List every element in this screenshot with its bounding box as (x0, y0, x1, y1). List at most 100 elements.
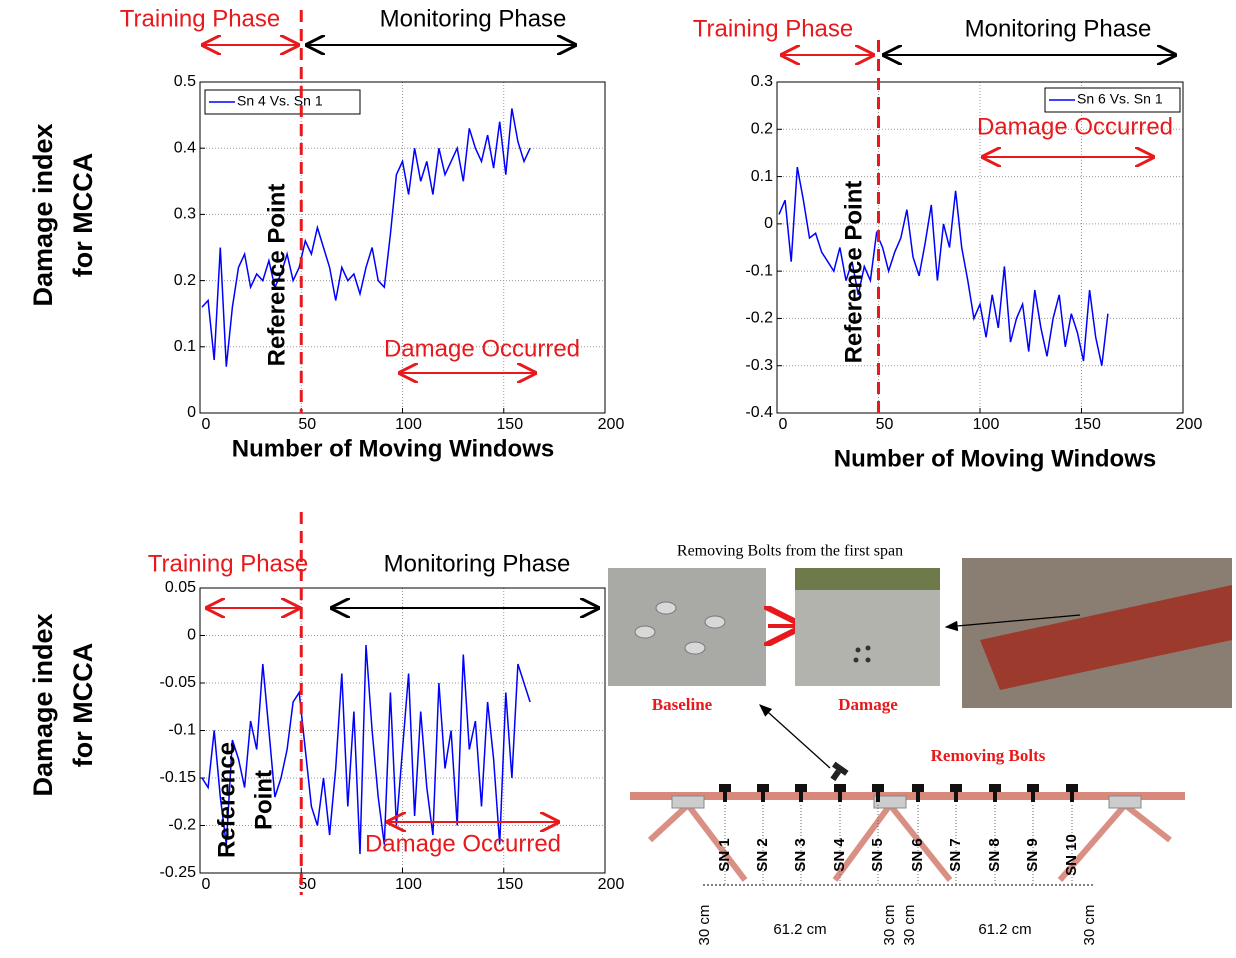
damage-occurred: Damage Occurred (384, 335, 580, 362)
y-tick-label: -0.3 (745, 357, 773, 374)
bolt (719, 784, 731, 792)
dimension-label: 30 cm (1081, 905, 1098, 946)
legend-label: Sn 6 Vs. Sn 1 (1077, 91, 1163, 107)
damage-occurred: Damage Occurred (977, 113, 1173, 140)
photo-beam (980, 585, 1232, 690)
beam (630, 792, 1185, 800)
plot-frame (199, 587, 606, 874)
bolt-stem (799, 792, 803, 802)
bolt-stem (916, 792, 920, 802)
sensor-label: SN 10 (1063, 834, 1080, 876)
data-line (778, 166, 1109, 366)
bolt-icons (634, 601, 726, 655)
dimension-label: 61.2 cm (773, 921, 826, 938)
photo-caption: Removing Bolts from the first span (677, 543, 903, 560)
y-tick-label: 0.3 (174, 206, 196, 223)
y-tick-label: -0.1 (168, 722, 196, 739)
bearings (671, 795, 1142, 809)
legend-label: Sn 4 Vs. Sn 1 (237, 93, 323, 109)
x-tick-label: 100 (395, 416, 422, 433)
y-tick-label: 0 (187, 627, 196, 644)
y-tick-label: -0.2 (168, 817, 196, 834)
x-tick-label: 50 (298, 876, 316, 893)
training-phase: Training Phase (148, 550, 309, 577)
y-tick-label: 0.4 (174, 139, 196, 156)
bolt (1027, 784, 1039, 792)
baseline-label: Baseline (652, 695, 713, 714)
monitoring-phase: Monitoring Phase (965, 15, 1152, 42)
bolt-stem (838, 792, 842, 802)
reference-point: Reference Point (263, 184, 290, 367)
y-tick-label: 0.1 (174, 338, 196, 355)
pointer (759, 704, 831, 769)
bolt (950, 784, 962, 792)
bolt-stem (993, 792, 997, 802)
sensor-label: SN 4 (831, 838, 848, 872)
sensor-label: SN 9 (1024, 838, 1041, 871)
y-tick-label: -0.05 (160, 674, 197, 691)
y-tick-label: -0.4 (745, 404, 773, 421)
x-tick-label: 100 (973, 416, 1000, 433)
sensor-label: SN 6 (909, 838, 926, 871)
x-tick-label: 100 (395, 876, 422, 893)
y-axis-label: for MCCA (68, 153, 98, 277)
dimension-label: 30 cm (696, 905, 713, 946)
dimension-label: 30 cm (881, 905, 898, 946)
sensor-label: SN 2 (754, 838, 771, 871)
y-tick-label: 0.3 (751, 73, 773, 90)
y-tick-label: -0.25 (160, 864, 197, 881)
y-tick-label: -0.1 (745, 262, 773, 279)
bolt (912, 784, 924, 792)
dimension-label: 30 cm (901, 905, 918, 946)
x-tick-label: 200 (598, 876, 625, 893)
y-tick-label: 0.5 (174, 73, 196, 90)
sensor-label: SN 1 (716, 838, 733, 871)
training-phase: Training Phase (120, 5, 281, 32)
y-axis-label: Damage index (28, 613, 58, 796)
bolt (989, 784, 1001, 792)
bolt-stem (723, 792, 727, 802)
sensor-label: SN 3 (792, 838, 809, 871)
data-line (201, 644, 531, 855)
y-tick-label: 0.2 (174, 272, 196, 289)
y-tick-label: -0.15 (160, 769, 197, 786)
sensor-label: SN 8 (986, 838, 1003, 871)
x-axis-label: Number of Moving Windows (834, 445, 1156, 472)
bolt-holes (853, 645, 871, 663)
sensor-label: SN 7 (947, 838, 964, 871)
diagram: SN 1 SN 2 SN 3 SN 4 SN 5 SN 6 SN 7 SN 8 SN 9 SN 1… (696, 784, 1098, 945)
bolt (834, 784, 846, 792)
x-tick-label: 0 (779, 416, 788, 433)
dimension-label: 61.2 cm (978, 921, 1031, 938)
bolt-icon (830, 761, 849, 782)
reference-point: Reference (213, 742, 240, 858)
y-tick-label: 0.05 (165, 579, 196, 596)
x-tick-label: 50 (298, 416, 316, 433)
damage-occurred: Damage Occurred (365, 830, 561, 857)
plot-frame (199, 81, 606, 414)
y-axis-label: Damage index (28, 123, 58, 306)
y-axis-label: for MCCA (68, 643, 98, 767)
training-phase: Training Phase (693, 15, 854, 42)
bolt-stem (876, 792, 880, 802)
x-axis-label: Number of Moving Windows (232, 435, 554, 462)
bolt (872, 784, 884, 792)
x-tick-label: 0 (202, 416, 211, 433)
x-tick-label: 150 (496, 416, 523, 433)
damage-label: Damage (838, 695, 898, 714)
x-tick-label: 150 (496, 876, 523, 893)
y-tick-label: 0 (764, 215, 773, 232)
supports (647, 802, 1172, 882)
monitoring-phase: Monitoring Phase (380, 5, 567, 32)
pointer (944, 614, 1081, 632)
x-tick-label: 150 (1074, 416, 1101, 433)
y-tick-label: 0.1 (751, 168, 773, 185)
bolt-stem (761, 792, 765, 802)
bolt (1066, 784, 1078, 792)
data-line (201, 108, 531, 367)
x-tick-label: 200 (1176, 416, 1203, 433)
photo-baseline (608, 568, 766, 686)
y-tick-label: 0.2 (751, 121, 773, 138)
